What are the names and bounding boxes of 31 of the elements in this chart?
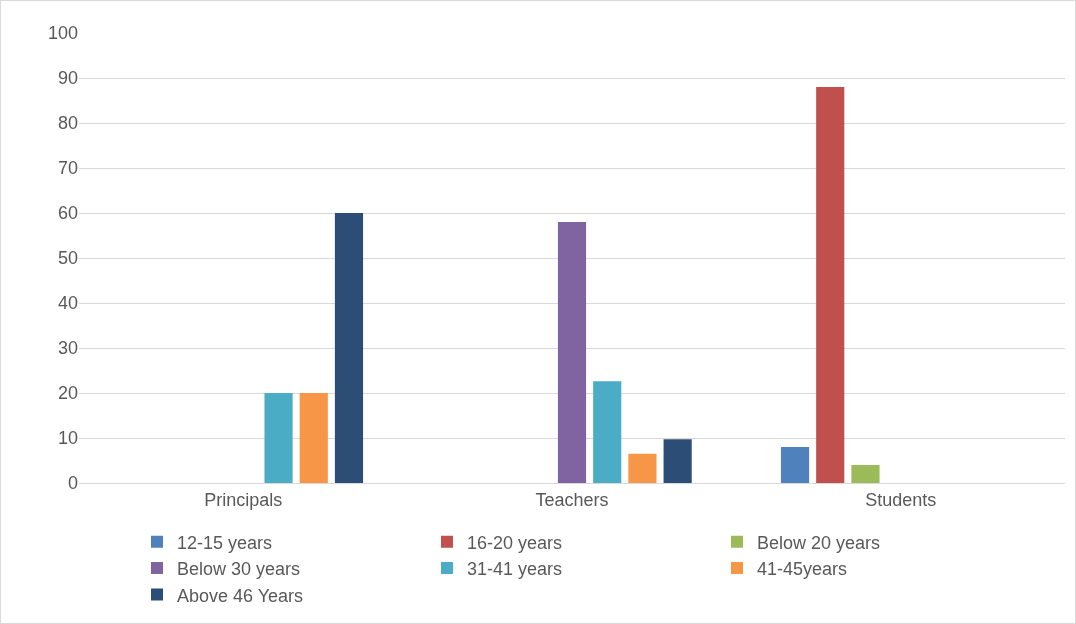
y-tick-label: 80 <box>57 113 78 134</box>
bar <box>334 213 364 483</box>
x-tick-label: Teachers <box>535 489 609 510</box>
legend-label: Below 20 years <box>757 532 881 553</box>
y-tick-label: 100 <box>47 23 78 44</box>
bar <box>557 222 587 483</box>
y-tick-label: 0 <box>67 473 78 494</box>
legend-label: Below 30 years <box>177 559 301 580</box>
y-tick-label: 10 <box>57 428 78 449</box>
legend-label: 31-41 years <box>467 559 563 580</box>
x-tick-label: Principals <box>204 489 283 510</box>
legend-label: 41-45years <box>757 559 848 580</box>
bar <box>628 453 657 483</box>
bar <box>780 447 810 483</box>
legend-label: 12-15 years <box>177 532 273 553</box>
y-tick-label: 20 <box>57 383 78 404</box>
y-tick-label: 40 <box>57 293 78 314</box>
y-tick-label: 30 <box>57 338 78 359</box>
y-tick-label: 90 <box>57 68 78 89</box>
y-tick-label: 70 <box>57 158 78 179</box>
bar <box>593 381 622 483</box>
y-tick-label: 50 <box>57 248 78 269</box>
legend-label: 16-20 years <box>467 532 563 553</box>
bar <box>299 393 328 483</box>
bar <box>663 439 692 483</box>
x-tick-label: Students <box>865 489 937 510</box>
y-tick-label: 60 <box>57 203 78 224</box>
bar <box>264 393 293 483</box>
bar <box>851 465 880 483</box>
bar <box>816 87 845 483</box>
legend-label: Above 46 Years <box>177 585 304 606</box>
